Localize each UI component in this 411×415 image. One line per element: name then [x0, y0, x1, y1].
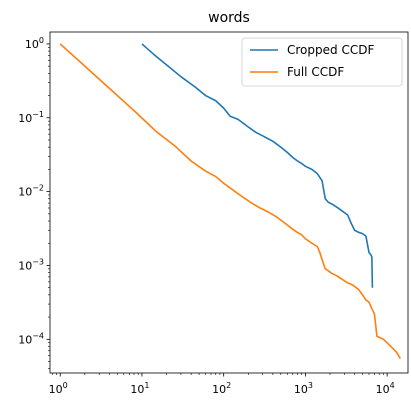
series-line-cropped-ccdf [141, 43, 374, 288]
y-tick-label: 10−1 [18, 110, 44, 125]
legend-label: Cropped CCDF [287, 43, 374, 57]
y-tick-label: 10−4 [18, 331, 44, 346]
x-axis: 100 101 102 103 104 [49, 373, 395, 396]
y-tick-label: 10−3 [18, 257, 44, 272]
x-tick-label: 104 [376, 381, 395, 396]
y-tick-label: 10−2 [18, 184, 44, 199]
x-tick-label: 101 [130, 381, 149, 396]
legend-box [241, 37, 403, 87]
chart-title: words [208, 10, 250, 26]
plot-area [59, 43, 402, 359]
y-tick-label: 100 [25, 36, 44, 51]
plot-frame [49, 31, 409, 374]
series-line-full-ccdf [59, 43, 402, 359]
x-tick-label: 100 [49, 381, 68, 396]
x-tick-label: 103 [294, 381, 313, 396]
y-axis: 100 10−1 10−2 10−3 10−4 [18, 36, 50, 370]
legend: Cropped CCDF Full CCDF [241, 37, 403, 87]
x-tick-label: 102 [212, 381, 231, 396]
legend-label: Full CCDF [287, 65, 344, 79]
